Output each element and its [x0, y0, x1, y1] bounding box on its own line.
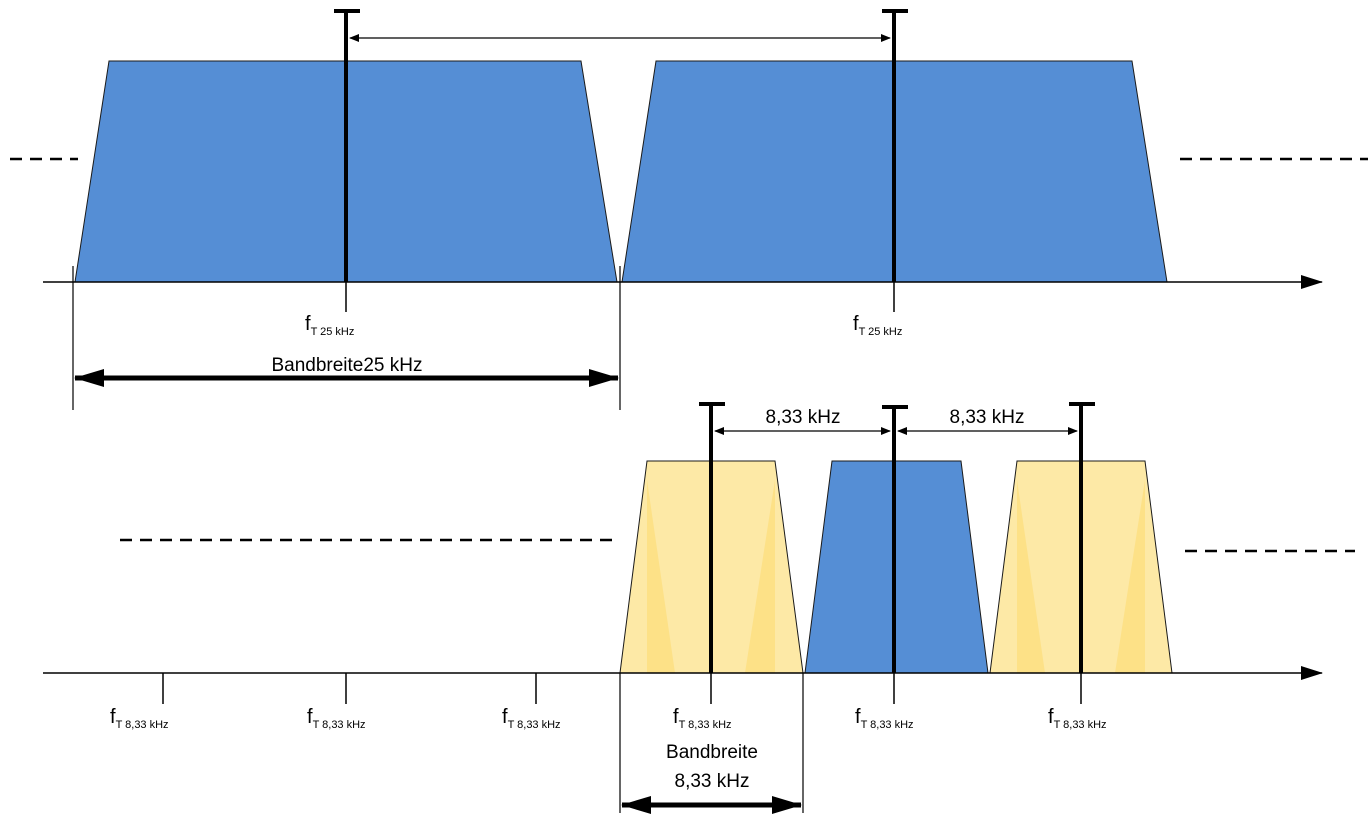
- top-carrier-label-2: fT 25 kHz: [853, 313, 902, 338]
- bottom-channel-blue: [804, 460, 989, 674]
- top-bandwidth-label: Bandbreite25 kHz: [271, 355, 422, 376]
- bottom-bandwidth-label-line2: 8,33 kHz: [675, 771, 750, 792]
- top-diagram: Bandbreite25 kHz fT 25 kHz fT 25 kHz: [10, 9, 1368, 410]
- bottom-carrier-label-3: fT 8,33 kHz: [502, 706, 561, 731]
- bottom-carrier-label-5: fT 8,33 kHz: [855, 706, 914, 731]
- bottom-diagram: 8,33 kHz 8,33 kHz Bandbreite 8,33 kHz fT…: [43, 402, 1355, 814]
- bottom-carrier-label-6: fT 8,33 kHz: [1048, 706, 1107, 731]
- bottom-carrier-label-1: fT 8,33 kHz: [110, 706, 169, 731]
- bottom-carrier-label-2: fT 8,33 kHz: [307, 706, 366, 731]
- bottom-carrier-label-4: fT 8,33 kHz: [673, 706, 732, 731]
- top-carrier-label-1: fT 25 kHz: [305, 313, 354, 338]
- bottom-bandwidth-label-line1: Bandbreite: [666, 742, 758, 763]
- bottom-spacing-label-1: 8,33 kHz: [766, 407, 841, 428]
- bottom-spacing-label-2: 8,33 kHz: [950, 407, 1025, 428]
